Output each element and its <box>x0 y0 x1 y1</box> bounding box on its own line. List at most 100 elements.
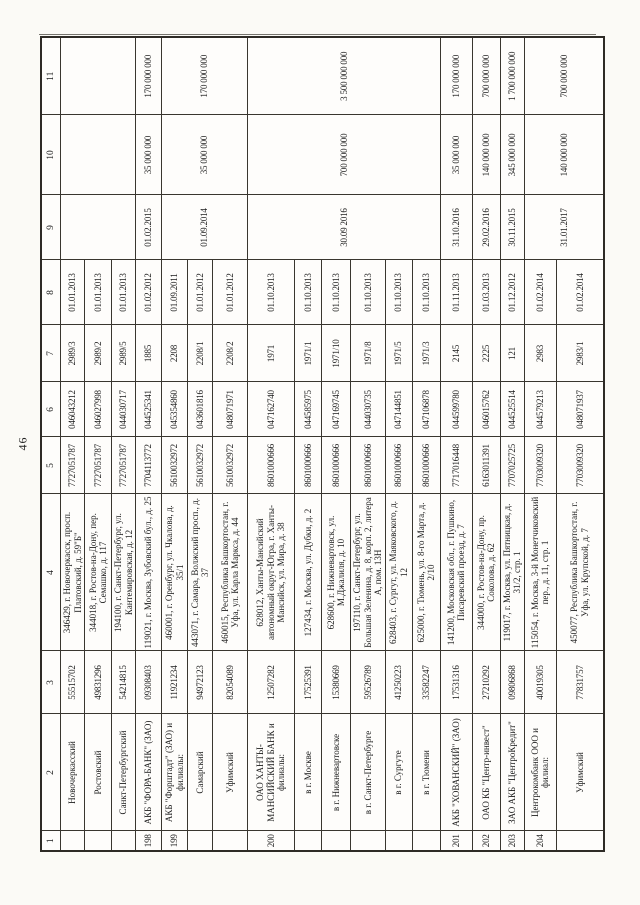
cell-reg-number: 2989/5 <box>111 325 136 382</box>
cell-bank-name: АКБ "ХОВАНСКИЙ" (ЗАО) <box>440 714 472 831</box>
cell-row-number <box>350 831 385 851</box>
cell-code-col6: 044599780 <box>440 382 472 437</box>
cell-code-col5: 5610032972 <box>187 437 213 494</box>
column-header-7: 7 <box>41 325 61 382</box>
cell-date-col8: 01.10.2013 <box>247 260 295 325</box>
cell-code-col6: 047106878 <box>412 382 440 437</box>
column-header-9: 9 <box>41 195 61 260</box>
cell-date-col9: 01.09.2014 <box>161 195 248 260</box>
cell-reg-number: 2208/2 <box>212 325 248 382</box>
cell-date-col8: 01.12.2012 <box>500 260 524 325</box>
column-number-header-row: 1 2 3 4 5 6 7 8 9 10 11 <box>41 37 61 851</box>
cell-code-col3: 15380669 <box>321 651 351 714</box>
cell-code-col3: 09308403 <box>135 651 162 714</box>
cell-reg-number: 2983/1 <box>556 325 604 382</box>
table-row: 198 АКБ "ФОРА-БАНК" (ЗАО) 09308403 119021, … <box>135 37 162 851</box>
cell-row-number: 199 <box>161 831 188 851</box>
cell-code-col6: 048071971 <box>212 382 248 437</box>
cell-code-col5: 7704113772 <box>135 437 162 494</box>
cell-code-col6: 044525341 <box>135 382 162 437</box>
cell-date-col9: 30.09 2016 <box>247 195 440 260</box>
column-header-10: 10 <box>41 115 61 195</box>
cell-reg-number: 2145 <box>440 325 472 382</box>
cell-code-col3: 12507282 <box>247 651 295 714</box>
cell-code-col5: 8601000666 <box>294 437 322 494</box>
cell-amount-col10: 35 000 000 <box>440 115 472 195</box>
cell-reg-number: 1971/10 <box>321 325 351 382</box>
cell-address: 344000, г. Ростов-на-Дону, пр. Соколова,… <box>472 494 500 651</box>
cell-code-col5: 8601000666 <box>247 437 295 494</box>
cell-row-number: 204 <box>524 831 556 851</box>
cell-code-col6: 044579213 <box>524 382 556 437</box>
cell-address: 628403, г. Сургут, ул. Маяковского, д. 1… <box>385 494 412 651</box>
cell-reg-number: 2983 <box>524 325 556 382</box>
column-header-8: 8 <box>41 260 61 325</box>
cell-code-col6: 046027998 <box>84 382 112 437</box>
cell-code-col5: 8601000666 <box>321 437 351 494</box>
cell-date-col8: 01.10.2013 <box>385 260 412 325</box>
table-row: 203 ЗАО АКБ "ЦентроКредит" 09806868 119017,… <box>500 37 524 851</box>
cell-code-col3: 59526789 <box>350 651 385 714</box>
cell-code-col3: 49831296 <box>84 651 112 714</box>
cell-bank-name: ЗАО АКБ "ЦентроКредит" <box>500 714 524 831</box>
table-row: Новочеркасский 55515702 346429, г. Новочер… <box>60 37 136 851</box>
cell-amount-col11: 170 000 000 <box>161 37 248 115</box>
cell-address: 346429, г. Новочеркасск, просп. Платовск… <box>60 494 85 651</box>
cell-code-col6: 044525514 <box>500 382 524 437</box>
cell-code-col3: 33582247 <box>412 651 440 714</box>
cell-date-col8: 01.02.2012 <box>135 260 162 325</box>
cell-row-number <box>111 831 136 851</box>
cell-reg-number: 2989/3 <box>60 325 85 382</box>
cell-code-col5: 8601000666 <box>385 437 412 494</box>
cell-code-col3: 17525391 <box>294 651 322 714</box>
cell-bank-name: ОАО КБ "Центр-инвест" <box>472 714 500 831</box>
cell-date-col9: 30.11.2015 <box>500 195 524 260</box>
cell-address: 194100, г. Санкт-Петербург, ул. Кантемир… <box>111 494 136 651</box>
cell-date-col8: 01.03.2013 <box>472 260 500 325</box>
registry-table-body: Новочеркасский 55515702 346429, г. Новочер… <box>60 37 604 851</box>
cell-bank-name: в г. Санкт-Петербурге <box>350 714 385 831</box>
cell-address: 443071, г. Самара, Волжский просп., д. 3… <box>187 494 213 651</box>
cell-reg-number: 2989/2 <box>84 325 112 382</box>
cell-date-col8: 01.02.2014 <box>524 260 556 325</box>
cell-code-col6: 045354860 <box>161 382 188 437</box>
cell-reg-number: 121 <box>500 325 524 382</box>
cell-code-col5: 5610032972 <box>161 437 188 494</box>
cell-address: 115054, г. Москва, 3-й Монетчиковский пе… <box>524 494 556 651</box>
cell-date-col8: 01.11.2013 <box>440 260 472 325</box>
cell-row-number: 200 <box>247 831 295 851</box>
cell-date-col8: 01.10.2013 <box>412 260 440 325</box>
cell-address: 460001, г. Оренбург, ул. Чкалова, д. 35/… <box>161 494 188 651</box>
cell-row-number <box>321 831 351 851</box>
cell-amount-col10: 35 000 000 <box>135 115 162 195</box>
cell-bank-name: АКБ "Форштадт" (ЗАО) и филиалы: <box>161 714 188 831</box>
cell-amount-col10 <box>60 115 136 195</box>
column-header-1: 1 <box>41 831 61 851</box>
cell-code-col3: 40019305 <box>524 651 556 714</box>
cell-date-col9: 29.02.2016 <box>472 195 500 260</box>
cell-bank-name: Уфимский <box>212 714 248 831</box>
cell-amount-col11: 170 000 000 <box>440 37 472 115</box>
cell-address: 141200, Московская обл., г. Пушкино, Пис… <box>440 494 472 651</box>
column-header-4: 4 <box>41 494 61 651</box>
cell-code-col3: 94972123 <box>187 651 213 714</box>
cell-row-number <box>212 831 248 851</box>
cell-code-col6: 048071937 <box>556 382 604 437</box>
cell-date-col8: 01.01.2013 <box>84 260 112 325</box>
cell-amount-col11: 3 500 000 000 <box>247 37 440 115</box>
cell-code-col6: 044030735 <box>350 382 385 437</box>
cell-row-number <box>412 831 440 851</box>
cell-reg-number: 1971/3 <box>412 325 440 382</box>
cell-date-col8: 01.10.2013 <box>321 260 351 325</box>
cell-amount-col10: 140 000 000 <box>472 115 500 195</box>
table-row: 202 ОАО КБ "Центр-инвест" 27210292 344000, … <box>472 37 500 851</box>
cell-reg-number: 1971/1 <box>294 325 322 382</box>
column-header-11: 11 <box>41 37 61 115</box>
cell-code-col5: 5610032972 <box>212 437 248 494</box>
cell-date-col8: 01.10.2013 <box>350 260 385 325</box>
cell-row-number: 201 <box>440 831 472 851</box>
cell-bank-name: АКБ "ФОРА-БАНК" (ЗАО) <box>135 714 162 831</box>
cell-date-col8: 01.01.2012 <box>212 260 248 325</box>
cell-code-col6: 047169745 <box>321 382 351 437</box>
